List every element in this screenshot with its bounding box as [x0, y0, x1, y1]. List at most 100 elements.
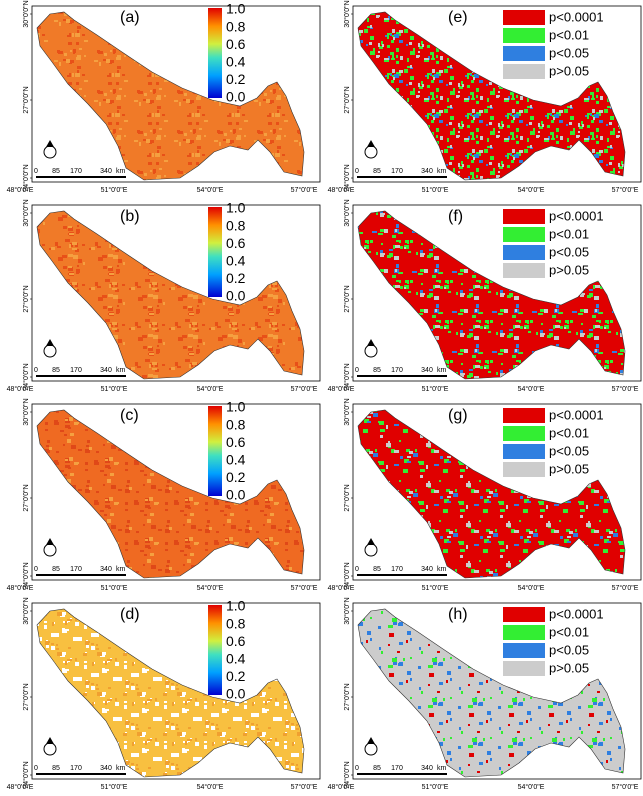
longitude-label: 48°0'0"E [7, 783, 34, 791]
latitude-label: 27°0'0"N [22, 86, 30, 113]
latitude-label: 27°0'0"N [22, 683, 30, 710]
scale-label: 340 [100, 168, 112, 175]
longitude-label: 54°0'0"E [197, 186, 224, 194]
north-arrow [367, 140, 375, 147]
longitude-label: 54°0'0"E [518, 584, 545, 592]
longitude-label: 57°0'0"E [612, 783, 639, 791]
longitude-label: 48°0'0"E [7, 584, 34, 592]
latitude-label: 30°0'0"N [343, 0, 351, 27]
scale-label: 85 [373, 566, 381, 573]
colorbar-tick: 0.2 [226, 668, 246, 684]
legend-swatch [503, 263, 545, 278]
scale-label: 170 [391, 566, 403, 573]
latitude-label: 27°0'0"N [343, 484, 351, 511]
legend-swatch [503, 408, 545, 423]
longitude-label: 51°0'0"E [422, 385, 449, 393]
north-arrow [46, 737, 54, 744]
map-panel: 30°0'0"N 27°0'0"N 24°0'0"N48°0'0"E 51°0'0"E… [7, 199, 321, 393]
colorbar-tick: 0.8 [226, 217, 246, 233]
scale-label: 0 [355, 566, 359, 573]
legend-label: p<0.0001 [549, 606, 604, 621]
latitude-label: 30°0'0"N [22, 0, 30, 27]
scale-label: 85 [373, 765, 381, 772]
colorbar-tick: 1.0 [226, 598, 246, 614]
colorbar-tick: 0.4 [226, 253, 246, 269]
map-panel: 30°0'0"N 27°0'0"N 24°0'0"N48°0'0"E 51°0'0"E… [7, 0, 321, 194]
latitude-label: 24°0'0"N [343, 761, 351, 788]
legend-swatch [503, 28, 545, 43]
scale-bar [357, 176, 447, 178]
scale-unit: km [116, 765, 126, 772]
legend-label: p>0.05 [549, 63, 589, 78]
legend-swatch [503, 462, 545, 477]
scale-label: 85 [52, 367, 60, 374]
legend-label: p<0.05 [549, 244, 589, 259]
scale-unit: km [116, 566, 126, 573]
longitude-label: 57°0'0"E [612, 186, 639, 194]
scale-bar [357, 574, 447, 576]
longitude-label: 57°0'0"E [291, 186, 318, 194]
scale-label: 85 [373, 168, 381, 175]
colorbar-tick: 0.4 [226, 54, 246, 70]
longitude-label: 54°0'0"E [197, 584, 224, 592]
legend-swatch [503, 10, 545, 25]
map-panel: 30°0'0"N 27°0'0"N 24°0'0"N48°0'0"E 51°0'0"E… [7, 597, 321, 791]
panel-label: (d) [120, 606, 140, 623]
legend-swatch [503, 444, 545, 459]
longitude-label: 51°0'0"E [422, 186, 449, 194]
north-arrow [46, 140, 54, 147]
scale-label: 85 [52, 765, 60, 772]
panel-label: (g) [448, 407, 468, 424]
colorbar-tick: 0.6 [226, 633, 246, 649]
longitude-label: 48°0'0"E [328, 186, 355, 194]
scale-bar [36, 773, 126, 775]
latitude-label: 27°0'0"N [22, 484, 30, 511]
colorbar-tick: 0.2 [226, 270, 246, 286]
north-arrow [46, 538, 54, 545]
scale-label: 170 [70, 367, 82, 374]
scale-label: 0 [34, 566, 38, 573]
scale-label: 340 [100, 765, 112, 772]
scale-label: 340 [100, 566, 112, 573]
colorbar [208, 406, 222, 496]
colorbar-tick: 0.0 [226, 288, 246, 304]
scale-bar [357, 375, 447, 377]
longitude-label: 57°0'0"E [291, 584, 318, 592]
latitude-label: 24°0'0"N [343, 562, 351, 589]
latitude-label: 24°0'0"N [343, 164, 351, 191]
colorbar-tick: 0.0 [226, 89, 246, 105]
scale-label: 340 [421, 765, 433, 772]
legend-label: p<0.01 [549, 624, 589, 639]
map-panel: 30°0'0"N 27°0'0"N 24°0'0"N48°0'0"E 51°0'0"E… [328, 597, 642, 791]
gulf-map [36, 608, 305, 778]
legend-label: p>0.05 [549, 461, 589, 476]
panel-label: (b) [120, 208, 140, 225]
legend-swatch [503, 245, 545, 260]
scale-unit: km [437, 566, 447, 573]
longitude-label: 48°0'0"E [328, 385, 355, 393]
colorbar-tick: 1.0 [226, 200, 246, 216]
scale-label: 340 [421, 566, 433, 573]
longitude-label: 51°0'0"E [422, 584, 449, 592]
gulf-map [36, 210, 305, 380]
colorbar-tick: 0.8 [226, 18, 246, 34]
scale-label: 0 [34, 765, 38, 772]
longitude-label: 54°0'0"E [518, 385, 545, 393]
longitude-label: 54°0'0"E [518, 783, 545, 791]
longitude-label: 48°0'0"E [7, 385, 34, 393]
gulf-map [357, 11, 626, 181]
colorbar-tick: 0.4 [226, 651, 246, 667]
longitude-label: 51°0'0"E [101, 385, 128, 393]
scale-label: 340 [421, 367, 433, 374]
legend-label: p<0.05 [549, 443, 589, 458]
latitude-label: 27°0'0"N [22, 285, 30, 312]
scale-unit: km [437, 168, 447, 175]
longitude-label: 57°0'0"E [291, 783, 318, 791]
scale-bar [36, 375, 126, 377]
latitude-label: 30°0'0"N [22, 398, 30, 425]
scale-label: 0 [355, 168, 359, 175]
longitude-label: 57°0'0"E [291, 385, 318, 393]
legend-swatch [503, 661, 545, 676]
latitude-label: 24°0'0"N [22, 562, 30, 589]
